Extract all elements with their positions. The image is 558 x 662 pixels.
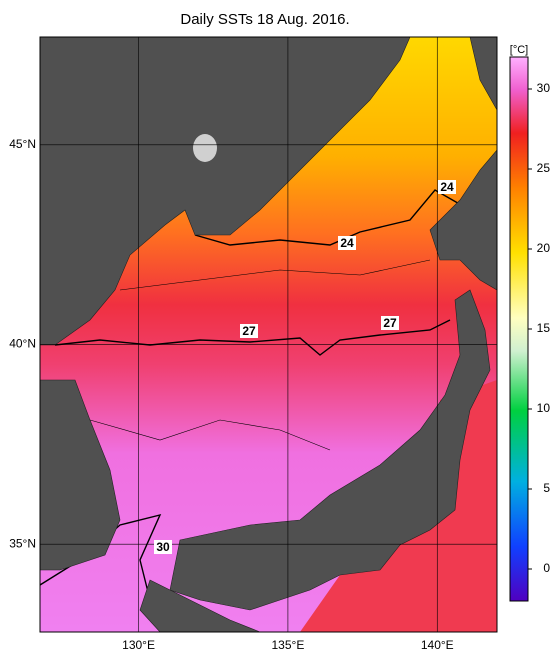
colorbar-unit: [°C] (510, 44, 528, 56)
graticule (40, 37, 497, 632)
colorbar-tick-label: 30 (537, 81, 551, 95)
land-hokkaido (429, 149, 497, 291)
colorbar-tick-label: 10 (537, 401, 551, 415)
contour (89, 419, 331, 451)
colorbar-tick-label: 15 (537, 321, 551, 335)
lat-label: 35°N (9, 536, 36, 550)
land-sakhalin (469, 37, 497, 111)
contour-label: 30 (156, 540, 170, 554)
contour-label-box (154, 540, 172, 554)
colorbar (509, 56, 529, 602)
colorbar-tick-label: 0 (543, 561, 550, 575)
contour-27 (54, 319, 451, 356)
lon-label: 135°E (272, 638, 305, 652)
map-title: Daily SSTs 18 Aug. 2016. (180, 11, 349, 28)
map-frame (39, 36, 498, 633)
contour-label: 24 (340, 236, 354, 250)
land-mainland (40, 37, 411, 346)
contour-label: 24 (440, 180, 454, 194)
contour-label-box (240, 324, 258, 338)
contour (119, 259, 431, 291)
contour-label-box (381, 316, 399, 330)
lon-label: 140°E (421, 638, 454, 652)
lat-label: 45°N (9, 137, 36, 151)
contour-label: 27 (242, 324, 256, 338)
land-honshu (169, 289, 491, 611)
contour-label-box (338, 236, 356, 250)
colorbar-tick-label: 20 (537, 241, 551, 255)
contour-label-box (438, 180, 456, 194)
island (193, 134, 217, 162)
land-korea (40, 379, 121, 571)
lat-label: 40°N (9, 337, 36, 351)
lon-label: 130°E (122, 638, 155, 652)
colorbar-tick-label: 5 (543, 481, 550, 495)
colorbar-tick-label: 25 (537, 161, 551, 175)
contour-label: 27 (383, 316, 397, 330)
map-area (40, 37, 497, 632)
land-kyushu (139, 579, 261, 632)
